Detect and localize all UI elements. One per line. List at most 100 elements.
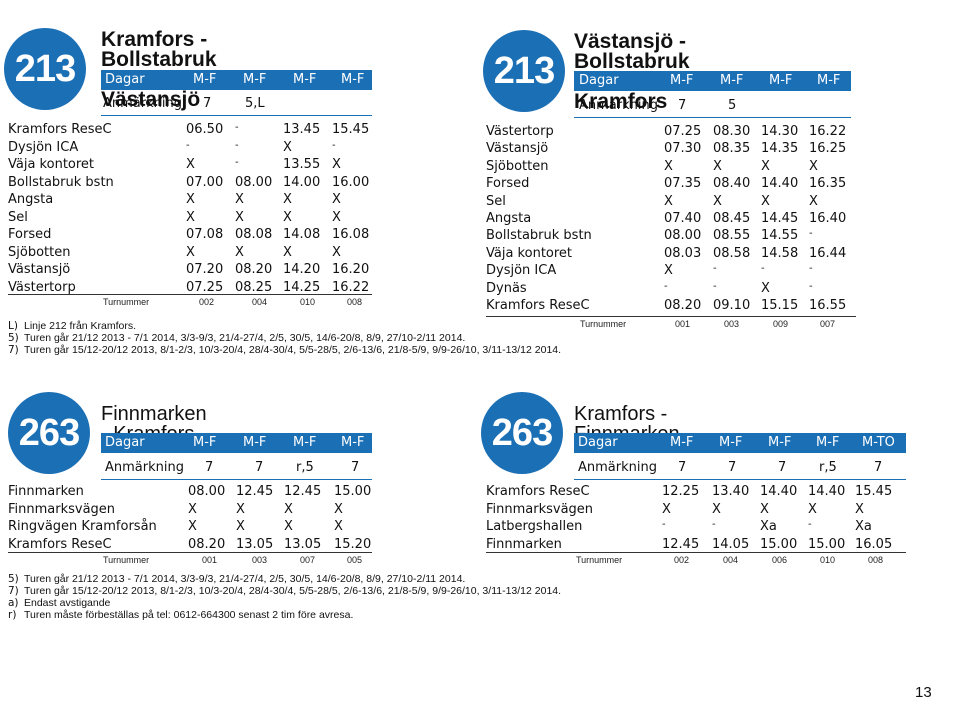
departure-time: 06.50 [186,122,224,137]
table-row: Finnmarksvägen X X X X X [486,502,906,519]
departure-time: - [809,263,813,275]
departure-time: 08.00 [188,484,226,499]
stop-name: Sel [8,209,28,225]
remark: 7 [728,460,737,475]
days-label: Dagar [105,435,145,450]
footnote-key: r) [8,609,17,621]
departure-time: X [712,501,721,517]
trip-number-row: Turnummer 002 004 006 010 008 [486,552,906,567]
departure-time: 08.08 [235,227,273,242]
day-col: M-F [816,435,840,450]
departure-time: 14.40 [808,484,846,499]
stop-name: Bollstabruk bstn [8,174,114,190]
departure-time: X [236,501,245,517]
days-header: Dagar M-F M-F M-F M-F [574,71,851,91]
footnotes-263: 5) Turen går 21/12 2013 - 7/1 2014, 3/3-9… [8,573,561,621]
day-col: M-F [768,435,792,450]
departure-time: X [284,501,293,517]
table-row: Angsta X X X X [8,192,372,209]
stop-name: Finnmarken [8,484,84,499]
table-row: Västertorp 07.25 08.30 14.30 16.22 [486,124,856,141]
stop-name: Forsed [486,176,530,192]
departure-time: 15.15 [761,298,799,313]
departure-time: 16.55 [809,298,847,313]
trip-number: 009 [773,319,789,329]
departure-time: 15.00 [760,536,798,552]
trip-number: 008 [347,297,363,307]
stop-name: Finnmarken [486,536,562,552]
remark: 5,L [245,96,265,111]
departure-time: X [283,139,292,155]
departure-time: 15.45 [332,122,370,137]
departure-time: 12.45 [662,536,700,552]
departure-time: 07.00 [186,174,224,190]
departure-time: X [664,263,673,279]
departure-time: 16.08 [332,227,370,242]
departure-time: 07.30 [664,141,702,157]
departure-time: - [186,139,190,151]
trip-number: 002 [199,297,215,307]
day-col: M-F [341,435,365,450]
page-number: 13 [915,684,932,701]
day-col: M-F [719,435,743,450]
departure-time: X [235,192,244,207]
departure-time: X [332,209,341,225]
departure-time: 08.55 [713,228,751,244]
departure-time: Xa [855,519,872,535]
departure-time: X [186,192,195,207]
departure-time: 15.00 [808,536,846,552]
departure-time: - [664,280,668,292]
day-col: M-F [720,73,744,88]
stop-name: Forsed [8,227,52,242]
trip-number: 007 [300,555,316,565]
table-row: Kramfors ReseC 12.25 13.40 14.40 14.40 15.45 [486,484,906,501]
departure-time: - [809,228,813,240]
table-row: Ringvägen Kramforsån X X X X [8,519,372,536]
departure-time: 14.35 [761,141,799,157]
footnotes-213: L) Linje 212 från Kramfors. 5) Turen går 2… [8,320,561,356]
stop-name: Finnmarksvägen [8,501,116,517]
footnote: 5) Turen går 21/12 2013 - 7/1 2014, 3/3-9… [8,573,561,585]
departure-time: 16.44 [809,245,847,261]
day-col: M-F [243,72,267,87]
departure-time: - [761,263,765,275]
departure-time: 08.20 [664,298,702,313]
table-row: Forsed 07.35 08.40 14.40 16.35 [486,176,856,193]
departure-time: 14.40 [761,176,799,192]
remarks-row: Anmärkning 7 5 [574,95,851,118]
departure-time: - [235,122,239,133]
departure-time: - [809,280,813,292]
departure-time: X [760,501,769,517]
table-row: Västansjö 07.20 08.20 14.20 16.20 [8,262,372,279]
departure-time: X [809,193,818,209]
departure-time: X [855,501,864,517]
trip-number-row: Turnummer 001 003 007 005 [8,552,372,567]
departure-time: Xa [760,519,777,535]
route-title-line2: Kramfors [574,90,668,113]
trip-number: 010 [300,297,316,307]
trip-number-label: Turnummer [580,319,627,329]
departure-time: 16.20 [332,262,370,277]
remarks-label: Anmärkning [105,460,184,475]
stop-name: Västertorp [486,124,554,139]
departure-time: 16.35 [809,176,847,192]
route-number-badge: 263 [481,392,563,474]
remark: r,5 [296,460,314,475]
departure-time: X [662,501,671,517]
departure-time: 13.40 [712,484,750,499]
departure-time: X [664,193,673,209]
table-row: Sjöbotten X X X X [8,245,372,262]
departure-time: X [186,244,195,260]
footnote-key: 5) [8,332,19,344]
trip-number: 006 [772,555,788,565]
trip-number: 004 [252,297,268,307]
departure-time: 08.45 [713,211,751,226]
days-label: Dagar [579,73,619,88]
departure-time: X [283,192,292,207]
departure-time: - [235,139,239,151]
departure-time: 08.20 [188,536,226,552]
table-row: Dysjön ICA X - - - [486,263,856,280]
departure-time: X [236,519,245,535]
departure-time: 14.05 [712,536,750,552]
departure-time: 14.58 [761,245,799,261]
